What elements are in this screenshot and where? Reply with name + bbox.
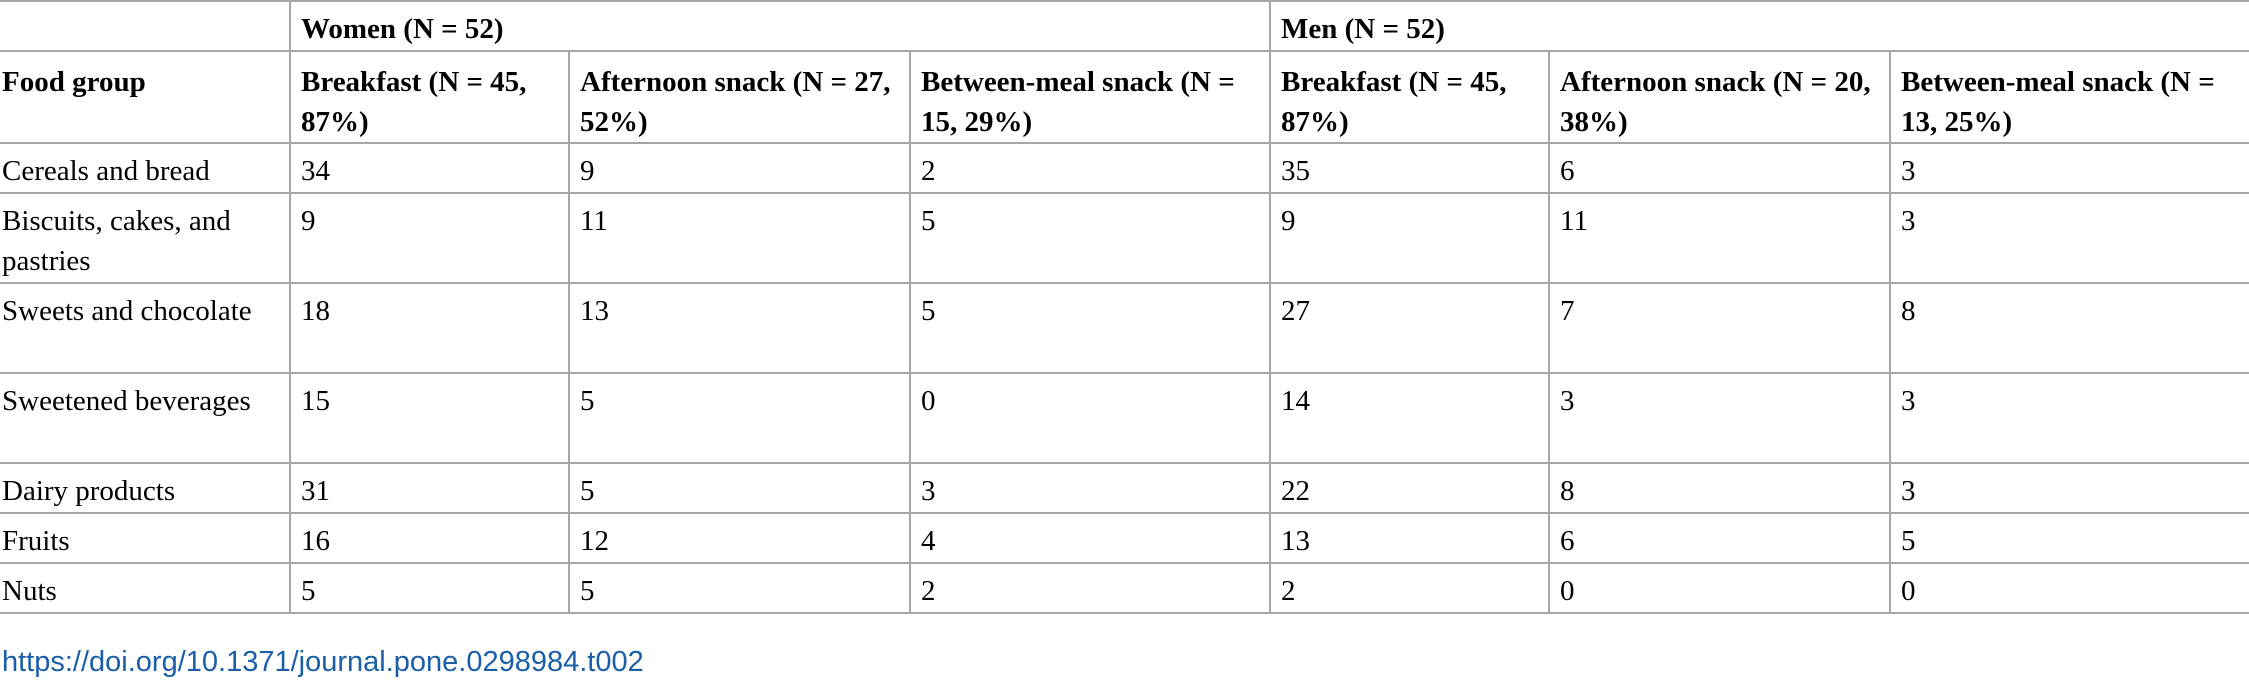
value-cell: 2 bbox=[1269, 562, 1551, 614]
value-cell: 3 bbox=[1548, 372, 1892, 464]
value-cell: 6 bbox=[1548, 142, 1892, 194]
value-cell: 22 bbox=[1269, 462, 1551, 514]
value-cell: 5 bbox=[568, 562, 911, 614]
row-label-cell: Nuts bbox=[0, 562, 291, 614]
doi-link[interactable]: https://doi.org/10.1371/journal.pone.029… bbox=[2, 646, 644, 678]
value-cell: 35 bbox=[1269, 142, 1551, 194]
value-cell: 9 bbox=[289, 192, 570, 284]
group-header-empty bbox=[0, 0, 291, 52]
value-cell: 27 bbox=[1269, 282, 1551, 374]
value-cell: 3 bbox=[1889, 372, 2249, 464]
column-header-women-breakfast: Breakfast (N = 45, 87%) bbox=[289, 50, 570, 144]
value-cell: 3 bbox=[1889, 192, 2249, 284]
value-cell: 11 bbox=[568, 192, 911, 284]
table-row: Dairy products 31 5 3 22 8 3 bbox=[0, 462, 2249, 514]
value-cell: 18 bbox=[289, 282, 570, 374]
value-cell: 15 bbox=[289, 372, 570, 464]
value-cell: 3 bbox=[908, 462, 1272, 514]
value-cell: 12 bbox=[568, 512, 911, 564]
table-row: Nuts 5 5 2 2 0 0 bbox=[0, 562, 2249, 614]
value-cell: 3 bbox=[1889, 462, 2249, 514]
row-label-cell: Sweetened beverages bbox=[0, 372, 291, 464]
row-label-cell: Fruits bbox=[0, 512, 291, 564]
table-row: Sweets and chocolate 18 13 5 27 7 8 bbox=[0, 282, 2249, 374]
table-row: Fruits 16 12 4 13 6 5 bbox=[0, 512, 2249, 564]
column-header-row: Food group Breakfast (N = 45, 87%) After… bbox=[0, 50, 2249, 144]
value-cell: 9 bbox=[1269, 192, 1551, 284]
value-cell: 34 bbox=[289, 142, 570, 194]
table-row: Sweetened beverages 15 5 0 14 3 3 bbox=[0, 372, 2249, 464]
value-cell: 5 bbox=[568, 462, 911, 514]
value-cell: 0 bbox=[1889, 562, 2249, 614]
value-cell: 6 bbox=[1548, 512, 1892, 564]
value-cell: 9 bbox=[568, 142, 911, 194]
value-cell: 3 bbox=[1889, 142, 2249, 194]
value-cell: 8 bbox=[1548, 462, 1892, 514]
value-cell: 31 bbox=[289, 462, 570, 514]
column-header-men-between-meal-snack: Between-meal snack (N = 13, 25%) bbox=[1889, 50, 2249, 144]
value-cell: 0 bbox=[908, 372, 1272, 464]
value-cell: 8 bbox=[1889, 282, 2249, 374]
value-cell: 5 bbox=[908, 282, 1272, 374]
group-header-row: Women (N = 52) Men (N = 52) bbox=[0, 0, 2249, 52]
column-header-women-between-meal-snack: Between-meal snack (N = 15, 29%) bbox=[908, 50, 1272, 144]
value-cell: 16 bbox=[289, 512, 570, 564]
column-header-men-afternoon-snack: Afternoon snack (N = 20, 38%) bbox=[1548, 50, 1892, 144]
group-header-women: Women (N = 52) bbox=[288, 0, 1272, 52]
row-label-cell: Dairy products bbox=[0, 462, 291, 514]
value-cell: 4 bbox=[908, 512, 1272, 564]
table-row: Biscuits, cakes, and pastries 9 11 5 9 1… bbox=[0, 192, 2249, 284]
row-label-cell: Sweets and chocolate bbox=[0, 282, 291, 374]
row-label-cell: Biscuits, cakes, and pastries bbox=[0, 192, 291, 284]
data-table-container: Women (N = 52) Men (N = 52) Food group B… bbox=[0, 0, 2249, 614]
value-cell: 0 bbox=[1548, 562, 1892, 614]
value-cell: 5 bbox=[908, 192, 1272, 284]
group-header-men: Men (N = 52) bbox=[1269, 0, 2249, 52]
value-cell: 2 bbox=[908, 562, 1272, 614]
value-cell: 5 bbox=[289, 562, 570, 614]
value-cell: 13 bbox=[1269, 512, 1551, 564]
value-cell: 2 bbox=[908, 142, 1272, 194]
value-cell: 5 bbox=[568, 372, 911, 464]
table-row: Cereals and bread 34 9 2 35 6 3 bbox=[0, 142, 2249, 194]
value-cell: 13 bbox=[568, 282, 911, 374]
column-header-food-group: Food group bbox=[0, 50, 291, 144]
value-cell: 7 bbox=[1548, 282, 1892, 374]
row-label-cell: Cereals and bread bbox=[0, 142, 291, 194]
food-group-table: Women (N = 52) Men (N = 52) Food group B… bbox=[0, 0, 2249, 614]
value-cell: 5 bbox=[1889, 512, 2249, 564]
column-header-men-breakfast: Breakfast (N = 45, 87%) bbox=[1269, 50, 1551, 144]
column-header-women-afternoon-snack: Afternoon snack (N = 27, 52%) bbox=[568, 50, 911, 144]
value-cell: 11 bbox=[1548, 192, 1892, 284]
value-cell: 14 bbox=[1269, 372, 1551, 464]
